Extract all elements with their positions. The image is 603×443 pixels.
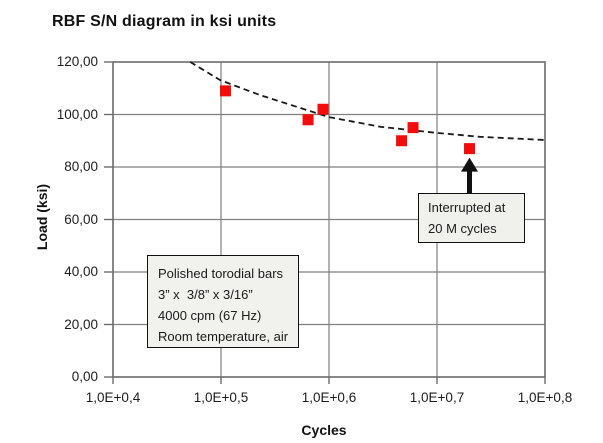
x-tick-label: 1,0E+0,8	[517, 390, 573, 405]
x-tick-label: 1,0E+0,6	[301, 390, 357, 405]
y-tick-label: 40,00	[64, 264, 98, 279]
data-point	[302, 114, 314, 126]
data-point	[464, 143, 476, 155]
y-tick-label: 20,00	[64, 317, 98, 332]
y-tick-label: 0,00	[71, 369, 98, 384]
y-tick-label: 100,00	[56, 107, 98, 122]
interrupted-annotation-box: Interrupted at 20 M cycles	[418, 193, 525, 243]
test-conditions-box: Polished torodial bars 3” x 3/8” x 3/16”…	[147, 255, 299, 348]
data-point	[219, 85, 231, 97]
data-point	[407, 122, 419, 134]
y-tick-label: 120,00	[56, 54, 98, 69]
annotation-line-2: 20 M cycles	[428, 221, 497, 236]
x-tick-label: 1,0E+0,7	[409, 390, 465, 405]
chart-title: RBF S/N diagram in ksi units	[52, 13, 277, 30]
y-tick-label: 80,00	[64, 159, 98, 174]
info-line-1: Polished torodial bars	[158, 266, 284, 281]
x-tick-label: 1,0E+0,4	[85, 390, 141, 405]
info-line-2: 3” x 3/8” x 3/16”	[158, 287, 253, 302]
data-point	[317, 103, 329, 115]
trend-line	[189, 61, 546, 141]
annotation-line-1: Interrupted at	[428, 200, 506, 215]
arrow-head	[461, 157, 479, 172]
info-line-3: 4000 cpm (67 Hz)	[158, 308, 262, 323]
x-axis-title: Cycles	[301, 422, 347, 438]
data-point	[396, 135, 408, 147]
info-line-4: Room temperature, air	[158, 329, 289, 344]
x-tick-label: 1,0E+0,5	[193, 390, 249, 405]
y-tick-label: 60,00	[64, 212, 98, 227]
